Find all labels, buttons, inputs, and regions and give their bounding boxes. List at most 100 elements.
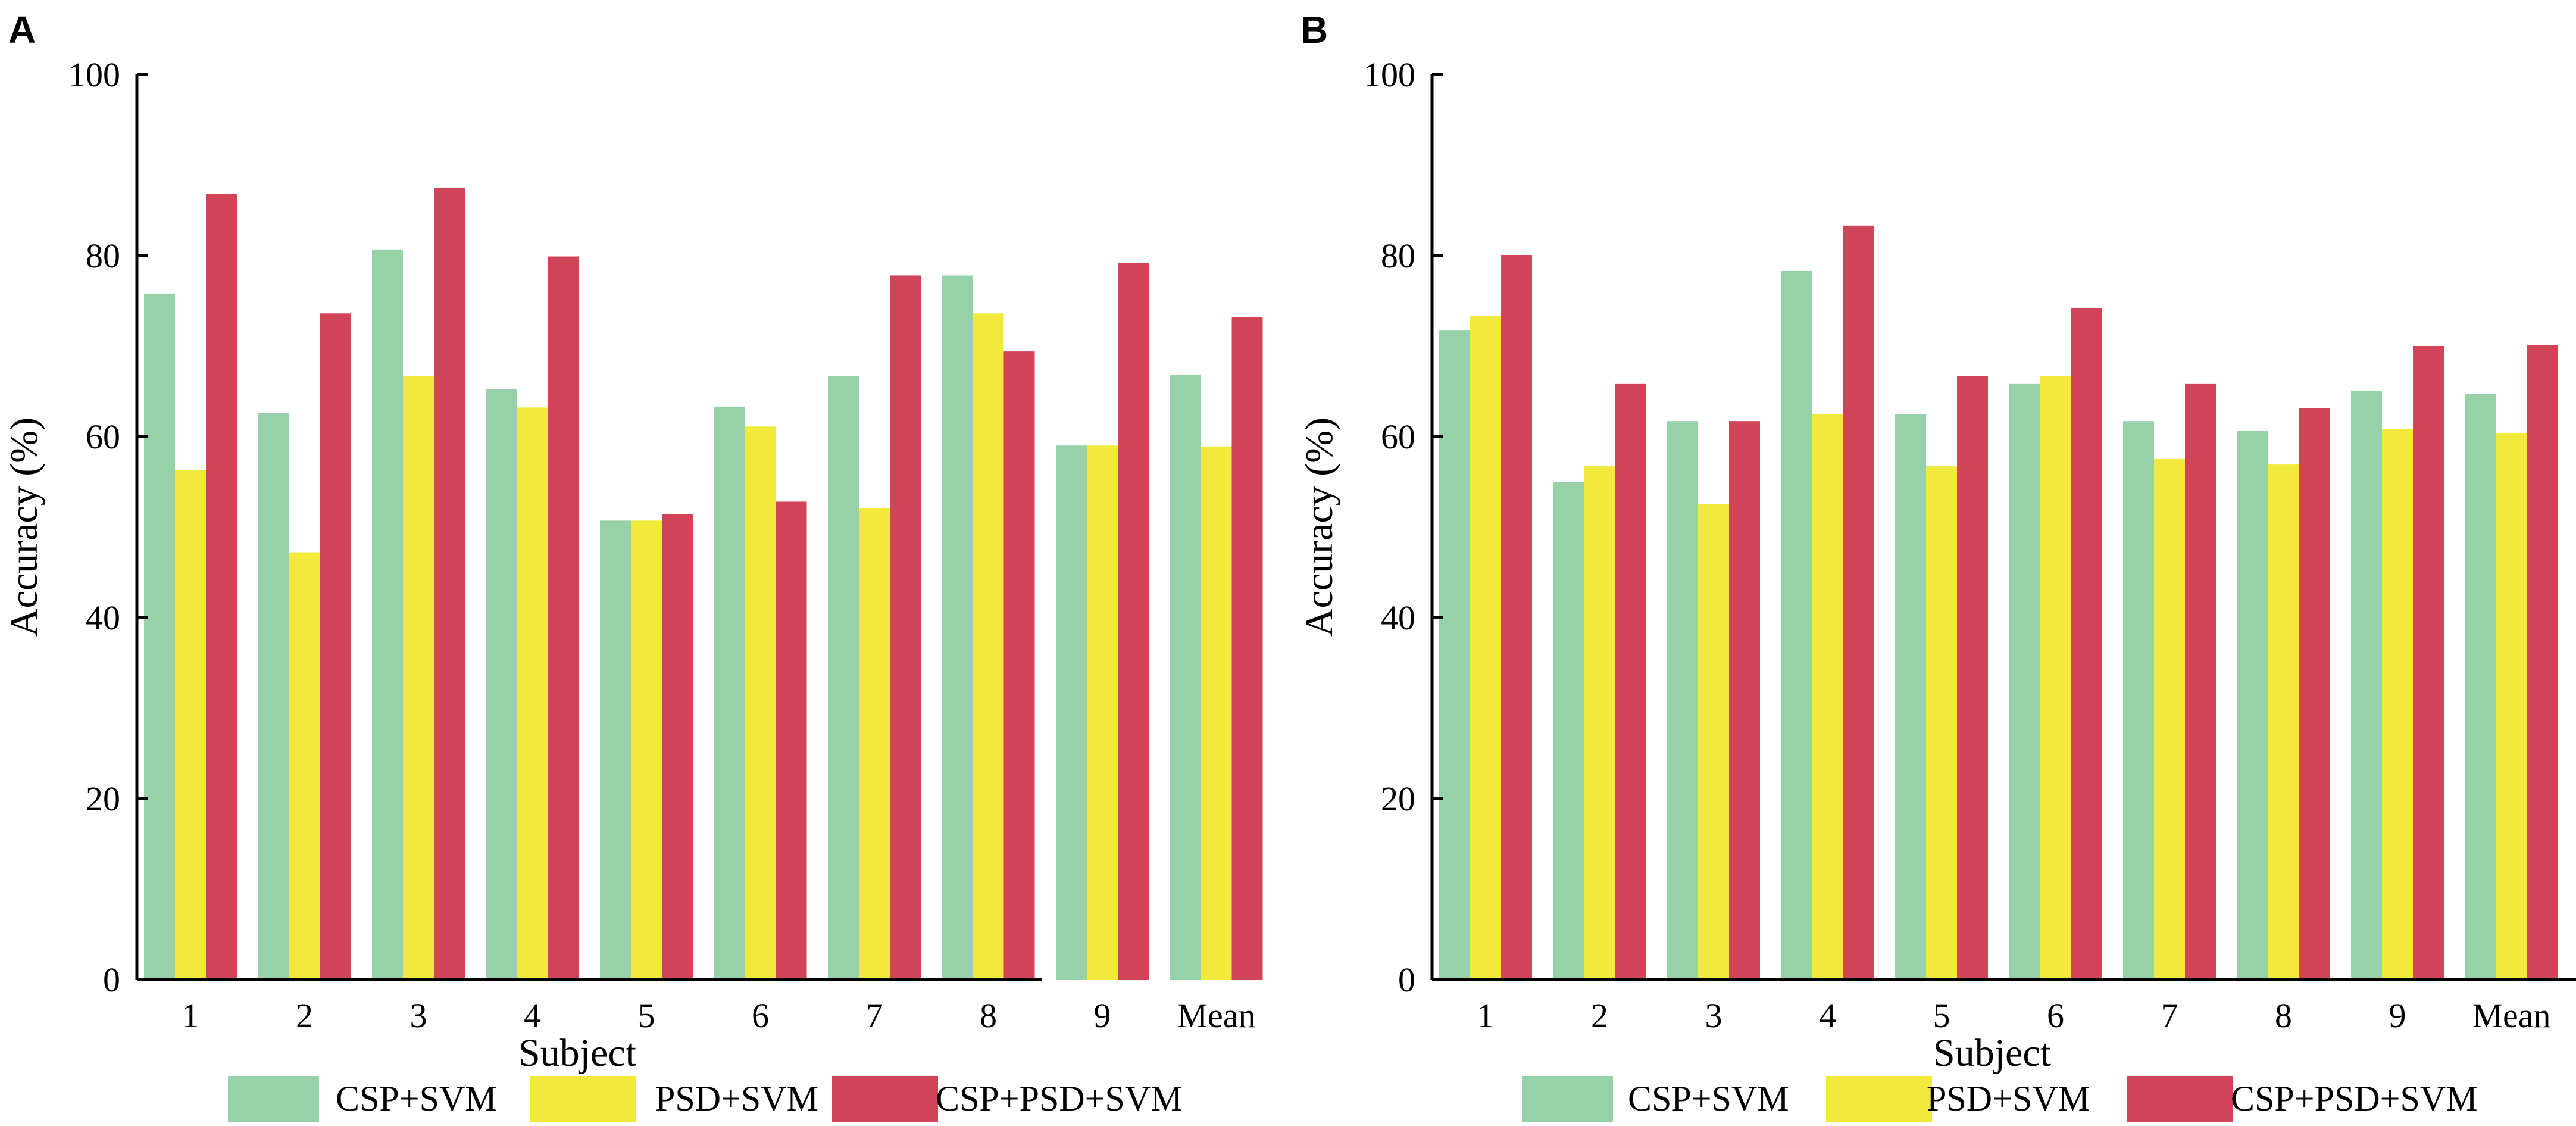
bar xyxy=(859,508,890,980)
x-tick-label: 1 xyxy=(182,996,199,1035)
bar xyxy=(2351,391,2382,980)
bar xyxy=(1895,414,1926,980)
x-tick-label: 9 xyxy=(2389,996,2406,1035)
bar xyxy=(1926,466,1957,980)
x-tick-label: 5 xyxy=(1933,996,1950,1035)
bar xyxy=(631,520,662,980)
legend-label: CSP+PSD+SVM xyxy=(936,1079,1183,1118)
y-tick-label: 80 xyxy=(1381,236,1415,275)
x-tick-label: 7 xyxy=(866,996,883,1035)
x-tick-label: 4 xyxy=(524,996,541,1035)
bar xyxy=(973,313,1004,980)
bar xyxy=(1781,270,1812,980)
x-tick-label: 2 xyxy=(296,996,313,1035)
bar xyxy=(1667,421,1698,980)
x-tick-label: Mean xyxy=(1177,996,1255,1035)
bar xyxy=(2465,394,2496,980)
legend: CSP+SVM PSD+SVM CSP+PSD+SVM xyxy=(1522,1076,2478,1122)
bar xyxy=(1087,445,1118,980)
x-tick-label: 6 xyxy=(2047,996,2064,1035)
bar xyxy=(1056,445,1087,980)
bar xyxy=(1843,225,1874,980)
bar xyxy=(1812,414,1843,980)
bar xyxy=(1470,316,1501,980)
legend-swatch xyxy=(1826,1076,1932,1122)
bar xyxy=(828,376,859,980)
bar xyxy=(1957,376,1988,980)
x-tick-label: Mean xyxy=(2472,996,2550,1035)
x-axis-title: Subject xyxy=(518,1031,636,1075)
bar xyxy=(1553,482,1584,980)
bar xyxy=(144,293,175,980)
y-tick-label: 0 xyxy=(103,960,120,999)
bar xyxy=(434,188,465,980)
y-tick-label: 40 xyxy=(1381,598,1415,637)
legend-label: CSP+PSD+SVM xyxy=(2231,1079,2478,1118)
bar xyxy=(1170,375,1201,980)
legend-swatch xyxy=(1522,1076,1613,1122)
bar xyxy=(258,413,289,980)
legend-swatch xyxy=(832,1076,938,1122)
bar xyxy=(1439,330,1470,980)
bar xyxy=(2496,432,2527,980)
y-tick-label: 80 xyxy=(86,236,120,275)
y-axis-title: Accuracy (%) xyxy=(1298,417,1341,637)
x-tick-label: 1 xyxy=(1477,996,1495,1035)
x-tick-label: 7 xyxy=(2161,996,2178,1035)
bar xyxy=(486,389,517,980)
bar xyxy=(517,407,548,980)
legend-label: CSP+SVM xyxy=(336,1079,497,1118)
x-axis-title: Subject xyxy=(1933,1031,2051,1075)
bar xyxy=(548,256,579,980)
chart-panel-a: A 1 2 3 4 5 6 7 8 9 Mean 0 20 40 60 80 100 Accuracy (%) Su… xyxy=(2,8,1263,1122)
bar xyxy=(1729,421,1760,980)
bar xyxy=(2299,408,2330,980)
y-tick-label: 100 xyxy=(68,55,120,94)
y-tick-label: 20 xyxy=(86,779,120,818)
y-axis-title: Accuracy (%) xyxy=(2,417,46,637)
bar xyxy=(776,501,807,980)
bar xyxy=(2071,308,2102,980)
legend-swatch xyxy=(530,1076,636,1122)
x-tick-label: 8 xyxy=(980,996,997,1035)
y-tick-label: 0 xyxy=(1398,960,1415,999)
panel-label: B xyxy=(1300,8,1328,51)
x-tick-label: 8 xyxy=(2275,996,2292,1035)
x-tick-label: 3 xyxy=(410,996,427,1035)
bar xyxy=(1615,383,1646,980)
panel-label: A xyxy=(8,8,36,51)
bar xyxy=(2237,431,2268,980)
bar xyxy=(1201,446,1232,980)
bar xyxy=(714,406,745,980)
bar xyxy=(320,313,351,980)
x-tick-label: 5 xyxy=(638,996,655,1035)
bar xyxy=(1118,263,1149,980)
x-tick-label: 9 xyxy=(1094,996,1111,1035)
chart-panel-b: B 1 2 3 4 5 6 7 8 9 Mean 0 20 40 60 80 100 Accuracy (%) Su… xyxy=(1298,8,2576,1122)
bar xyxy=(2009,383,2040,980)
bar xyxy=(2382,429,2413,980)
bar xyxy=(289,552,320,980)
bar xyxy=(1003,351,1035,980)
bar xyxy=(1231,317,1263,980)
bar xyxy=(206,194,237,980)
x-tick-label: 6 xyxy=(752,996,769,1035)
bar xyxy=(1584,466,1615,980)
bar xyxy=(890,275,921,980)
bar xyxy=(403,376,434,980)
bar xyxy=(942,275,973,980)
x-tick-label: 2 xyxy=(1591,996,1608,1035)
y-tick-label: 20 xyxy=(1381,779,1415,818)
legend-label: CSP+SVM xyxy=(1628,1079,1789,1118)
bar xyxy=(600,520,631,980)
bar xyxy=(745,426,776,980)
y-tick-label: 60 xyxy=(1381,417,1415,456)
bar xyxy=(2185,383,2216,980)
legend-swatch xyxy=(2127,1076,2233,1122)
legend-label: PSD+SVM xyxy=(655,1079,818,1118)
y-tick-label: 100 xyxy=(1364,55,1415,94)
legend-label: PSD+SVM xyxy=(1927,1079,2090,1118)
bar xyxy=(175,470,206,980)
bar xyxy=(2154,459,2185,980)
legend-swatch xyxy=(228,1076,319,1122)
